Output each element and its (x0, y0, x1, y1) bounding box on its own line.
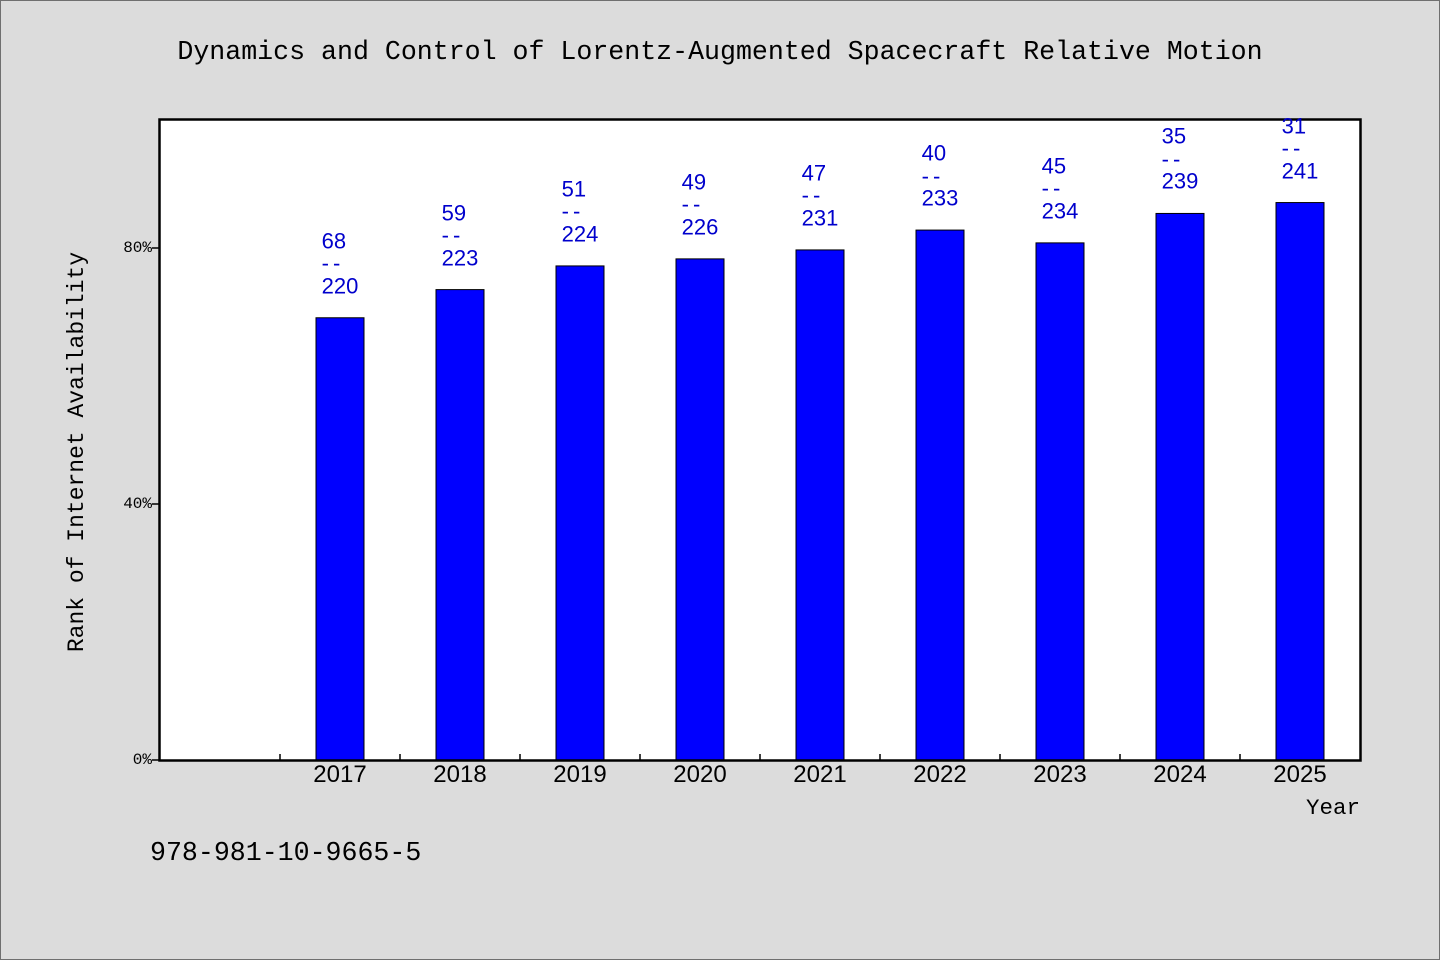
data-label-separator-2025: -- (1281, 135, 1305, 161)
y-axis-label: Rank of Internet Availability (64, 251, 90, 653)
data-label-rank-2017: 68 (321, 228, 347, 254)
x-tick-label-2020: 2020 (673, 761, 727, 788)
data-label-rank-2019: 51 (561, 176, 587, 202)
y-tick-label-2: 80% (123, 239, 152, 257)
data-label-total-2019: 224 (561, 221, 599, 247)
data-label-separator-2024: -- (1161, 146, 1185, 172)
data-label-total-2021: 231 (801, 205, 839, 231)
bar-2022 (915, 229, 965, 761)
y-tick-label-1: 40% (123, 495, 152, 513)
x-tick-label-2023: 2023 (1033, 761, 1087, 788)
data-label-rank-2018: 59 (441, 200, 467, 226)
bar-2025 (1275, 202, 1325, 761)
ticks-group (152, 247, 1241, 761)
plot-frame (158, 118, 1362, 762)
bar-2017 (315, 317, 365, 761)
data-label-separator-2023: -- (1041, 175, 1065, 201)
bar-2024 (1155, 212, 1205, 761)
bar-2021 (795, 249, 845, 761)
x-tick-label-2017: 2017 (313, 761, 367, 788)
data-label-separator-2018: -- (441, 222, 465, 248)
bar-2019 (555, 265, 605, 761)
data-label-2025: 31 -- 241 (1282, 115, 1319, 183)
y-tick-label-0: 0% (132, 751, 152, 769)
data-label-total-2018: 223 (441, 245, 479, 271)
data-label-total-2020: 226 (681, 214, 719, 240)
data-label-total-2023: 234 (1041, 198, 1079, 224)
x-tick-label-2018: 2018 (433, 761, 487, 788)
x-axis-label: Year (1305, 795, 1360, 821)
data-label-rank-2025: 31 (1281, 113, 1307, 139)
data-label-2021: 47 -- 231 (802, 162, 839, 230)
data-label-separator-2019: -- (561, 198, 585, 224)
x-tick-label-2019: 2019 (553, 761, 607, 788)
chart-title: Dynamics and Control of Lorentz-Augmente… (177, 37, 1263, 67)
data-label-rank-2022: 40 (921, 140, 947, 166)
bar-2018 (435, 289, 485, 761)
data-label-total-2017: 220 (321, 273, 359, 299)
data-label-2022: 40 -- 233 (921, 140, 959, 211)
x-tick-label-2024: 2024 (1153, 761, 1207, 788)
data-label-separator-2017: -- (321, 250, 345, 276)
x-tick-label-2021: 2021 (793, 761, 847, 788)
x-tick-label-2022: 2022 (913, 761, 967, 788)
data-label-total-2024: 239 (1161, 168, 1199, 194)
data-label-rank-2024: 35 (1161, 123, 1187, 149)
bar-2020 (675, 258, 725, 761)
bar-2023 (1035, 242, 1085, 761)
data-label-rank-2023: 45 (1041, 153, 1067, 179)
footer-text: 978-981-10-9665-5 (150, 838, 422, 868)
x-tick-label-2025: 2025 (1273, 761, 1327, 788)
data-label-separator-2020: -- (681, 191, 705, 217)
data-label-2024: 35 -- 239 (1161, 123, 1199, 194)
data-label-2018: 59 -- 223 (442, 202, 479, 270)
bars-group (315, 202, 1325, 761)
data-label-rank-2021: 47 (801, 160, 827, 186)
data-label-separator-2022: -- (921, 163, 945, 189)
data-label-total-2025: 241 (1281, 158, 1319, 184)
data-label-2019: 51 -- 224 (562, 178, 599, 246)
data-label-rank-2020: 49 (681, 169, 707, 195)
data-label-separator-2021: -- (801, 182, 825, 208)
data-label-2017: 68 -- 220 (322, 230, 359, 298)
data-label-2020: 49 -- 226 (682, 171, 719, 239)
data-label-total-2022: 233 (921, 185, 959, 211)
data-label-2023: 45 -- 234 (1042, 155, 1079, 223)
